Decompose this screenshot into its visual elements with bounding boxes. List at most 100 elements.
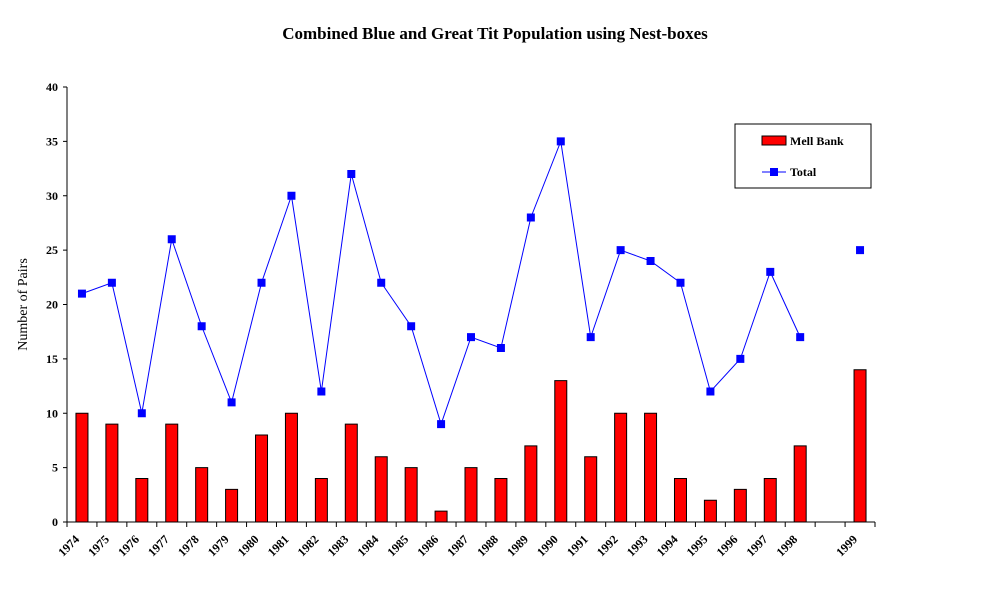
x-tick-label: 1990 xyxy=(534,532,561,559)
legend: Mell Bank Total xyxy=(734,123,872,189)
x-tick-label: 1981 xyxy=(265,532,292,559)
data-point xyxy=(257,278,266,287)
data-point xyxy=(137,409,146,418)
data-point xyxy=(377,278,386,287)
x-tick-label: 1998 xyxy=(773,532,800,559)
bar xyxy=(195,467,209,523)
y-axis-label: Number of Pairs xyxy=(16,258,31,351)
bar xyxy=(853,369,867,523)
bar xyxy=(793,445,807,523)
data-point xyxy=(526,213,535,222)
data-point xyxy=(437,420,446,429)
x-tick-label: 1995 xyxy=(684,532,711,559)
data-point xyxy=(167,235,176,244)
line-series xyxy=(77,137,865,429)
data-point xyxy=(347,170,356,178)
x-tick-label: 1977 xyxy=(145,532,172,559)
x-tick-label: 1980 xyxy=(235,532,262,559)
x-tick-label: 1978 xyxy=(175,532,202,559)
bar xyxy=(524,445,538,523)
y-tick-label: 0 xyxy=(52,515,58,529)
x-tick-label: 1984 xyxy=(354,532,381,559)
legend-box xyxy=(734,123,872,189)
y-tick-label: 15 xyxy=(46,352,58,366)
x-tick-label: 1987 xyxy=(444,532,471,559)
legend-marker xyxy=(770,168,778,176)
bar xyxy=(464,467,478,523)
bar xyxy=(225,488,239,523)
data-point xyxy=(586,333,595,342)
data-point xyxy=(317,387,326,396)
data-point xyxy=(676,278,685,287)
x-tick-label: 1991 xyxy=(564,532,591,559)
x-tick-label: 1992 xyxy=(594,532,621,559)
x-tick-label: 1989 xyxy=(504,532,531,559)
series-line xyxy=(81,139,801,426)
x-tick-label: 1999 xyxy=(833,532,860,559)
data-point xyxy=(766,267,775,276)
y-tick-label: 5 xyxy=(52,461,58,475)
y-tick-label: 20 xyxy=(46,298,58,312)
y-tick-label: 25 xyxy=(46,243,58,257)
bar xyxy=(584,456,598,523)
bar xyxy=(284,412,298,523)
bar xyxy=(135,478,149,523)
bar xyxy=(165,423,179,523)
data-point xyxy=(407,322,416,331)
data-point xyxy=(616,246,625,255)
bar xyxy=(255,434,269,523)
legend-swatch-bar xyxy=(761,135,787,146)
bar xyxy=(374,456,388,523)
x-tick-label: 1988 xyxy=(474,532,501,559)
x-tick-label: 1986 xyxy=(414,532,441,559)
y-tick-label: 40 xyxy=(46,80,58,94)
bar xyxy=(644,412,658,523)
data-point xyxy=(197,322,206,331)
bar xyxy=(733,488,747,523)
x-tick-label: 1976 xyxy=(115,532,142,559)
data-point xyxy=(646,257,655,265)
x-tick-label: 1975 xyxy=(85,532,112,559)
x-tick-label: 1993 xyxy=(624,532,651,559)
x-tick-label: 1974 xyxy=(55,532,82,559)
bar xyxy=(404,467,418,523)
bar xyxy=(673,478,687,523)
data-point xyxy=(467,333,475,342)
y-tick-label: 10 xyxy=(46,406,58,420)
bar xyxy=(554,380,568,523)
data-point xyxy=(496,344,505,352)
legend-label-line: Total xyxy=(790,165,817,179)
x-tick-label: 1997 xyxy=(744,532,771,559)
data-point xyxy=(107,278,116,287)
bar xyxy=(344,423,358,523)
bar xyxy=(434,510,448,523)
x-tick-label: 1983 xyxy=(325,532,352,559)
data-point xyxy=(856,246,865,255)
bar xyxy=(75,412,89,523)
bar xyxy=(314,478,328,523)
data-point xyxy=(227,398,236,407)
bar xyxy=(494,478,508,523)
data-point xyxy=(706,387,715,396)
bar xyxy=(763,478,777,523)
bar xyxy=(105,423,119,523)
bar xyxy=(614,412,628,523)
x-tick-label: 1982 xyxy=(295,532,322,559)
data-point xyxy=(77,289,86,298)
y-tick-label: 30 xyxy=(46,189,58,203)
data-point xyxy=(287,191,296,200)
data-point xyxy=(736,354,745,363)
y-tick-label: 35 xyxy=(46,134,58,148)
bar xyxy=(703,499,717,523)
data-point xyxy=(556,137,565,146)
x-tick-label: 1996 xyxy=(714,532,741,559)
bar-series xyxy=(75,369,867,523)
x-tick-label: 1994 xyxy=(654,532,681,559)
legend-label-bar: Mell Bank xyxy=(790,134,844,148)
chart-title: Combined Blue and Great Tit Population u… xyxy=(282,24,708,43)
data-point xyxy=(796,333,805,342)
x-tick-label: 1979 xyxy=(205,532,232,559)
x-tick-label: 1985 xyxy=(384,532,411,559)
